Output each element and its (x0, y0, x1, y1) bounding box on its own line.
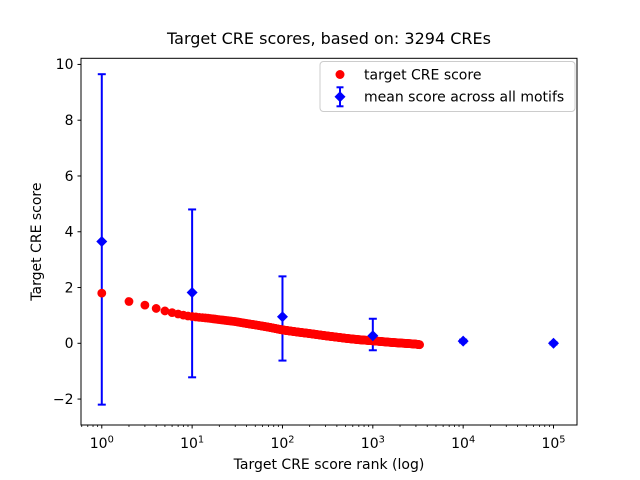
y-tick-label: 2 (65, 280, 74, 296)
y-tick-label: 8 (65, 113, 74, 129)
legend-red-circle-icon (335, 70, 345, 79)
x-tick-label: 101 (180, 435, 204, 453)
y-tick-label: 0 (65, 336, 74, 352)
legend-label-mean-score: mean score across all motifs (364, 90, 564, 106)
chart-title: Target CRE scores, based on: 3294 CREs (166, 29, 491, 48)
plot-area: 100 101 102 103 104 105 −2 0 2 4 6 8 10 (53, 57, 578, 453)
legend-label-target-cre-score: target CRE score (364, 67, 481, 83)
y-tick-label: −2 (53, 392, 74, 408)
mean-diamond-marker (457, 335, 469, 347)
legend-blue-diamond-errorbar-icon (334, 86, 346, 108)
x-tick-label: 105 (541, 435, 565, 453)
y-tick-label: 6 (65, 169, 74, 185)
blue-mean-diamond-series (96, 236, 560, 349)
x-tick-label: 102 (270, 435, 294, 453)
x-axis: 100 101 102 103 104 105 (81, 425, 566, 453)
legend-box (319, 61, 576, 112)
y-tick-label: 4 (65, 225, 74, 241)
x-axis-label: Target CRE score rank (log) (233, 457, 425, 473)
x-tick-label: 103 (361, 435, 385, 453)
mean-diamond-marker (367, 330, 379, 342)
red-scatter-series (97, 288, 424, 350)
mean-diamond-marker (548, 337, 560, 349)
mean-diamond-marker (276, 311, 288, 323)
x-tick-label: 104 (451, 435, 475, 453)
y-tick-label: 10 (56, 57, 74, 73)
blue-errorbar-lines (97, 73, 558, 406)
y-axis: −2 0 2 4 6 8 10 (53, 57, 81, 408)
x-tick-label: 100 (90, 435, 114, 453)
mean-diamond-marker (96, 236, 108, 248)
plot-frame (80, 57, 578, 426)
y-axis-label: Target CRE score (29, 183, 45, 302)
mean-diamond-marker (186, 287, 198, 299)
legend: target CRE score mean score across all m… (319, 61, 576, 112)
